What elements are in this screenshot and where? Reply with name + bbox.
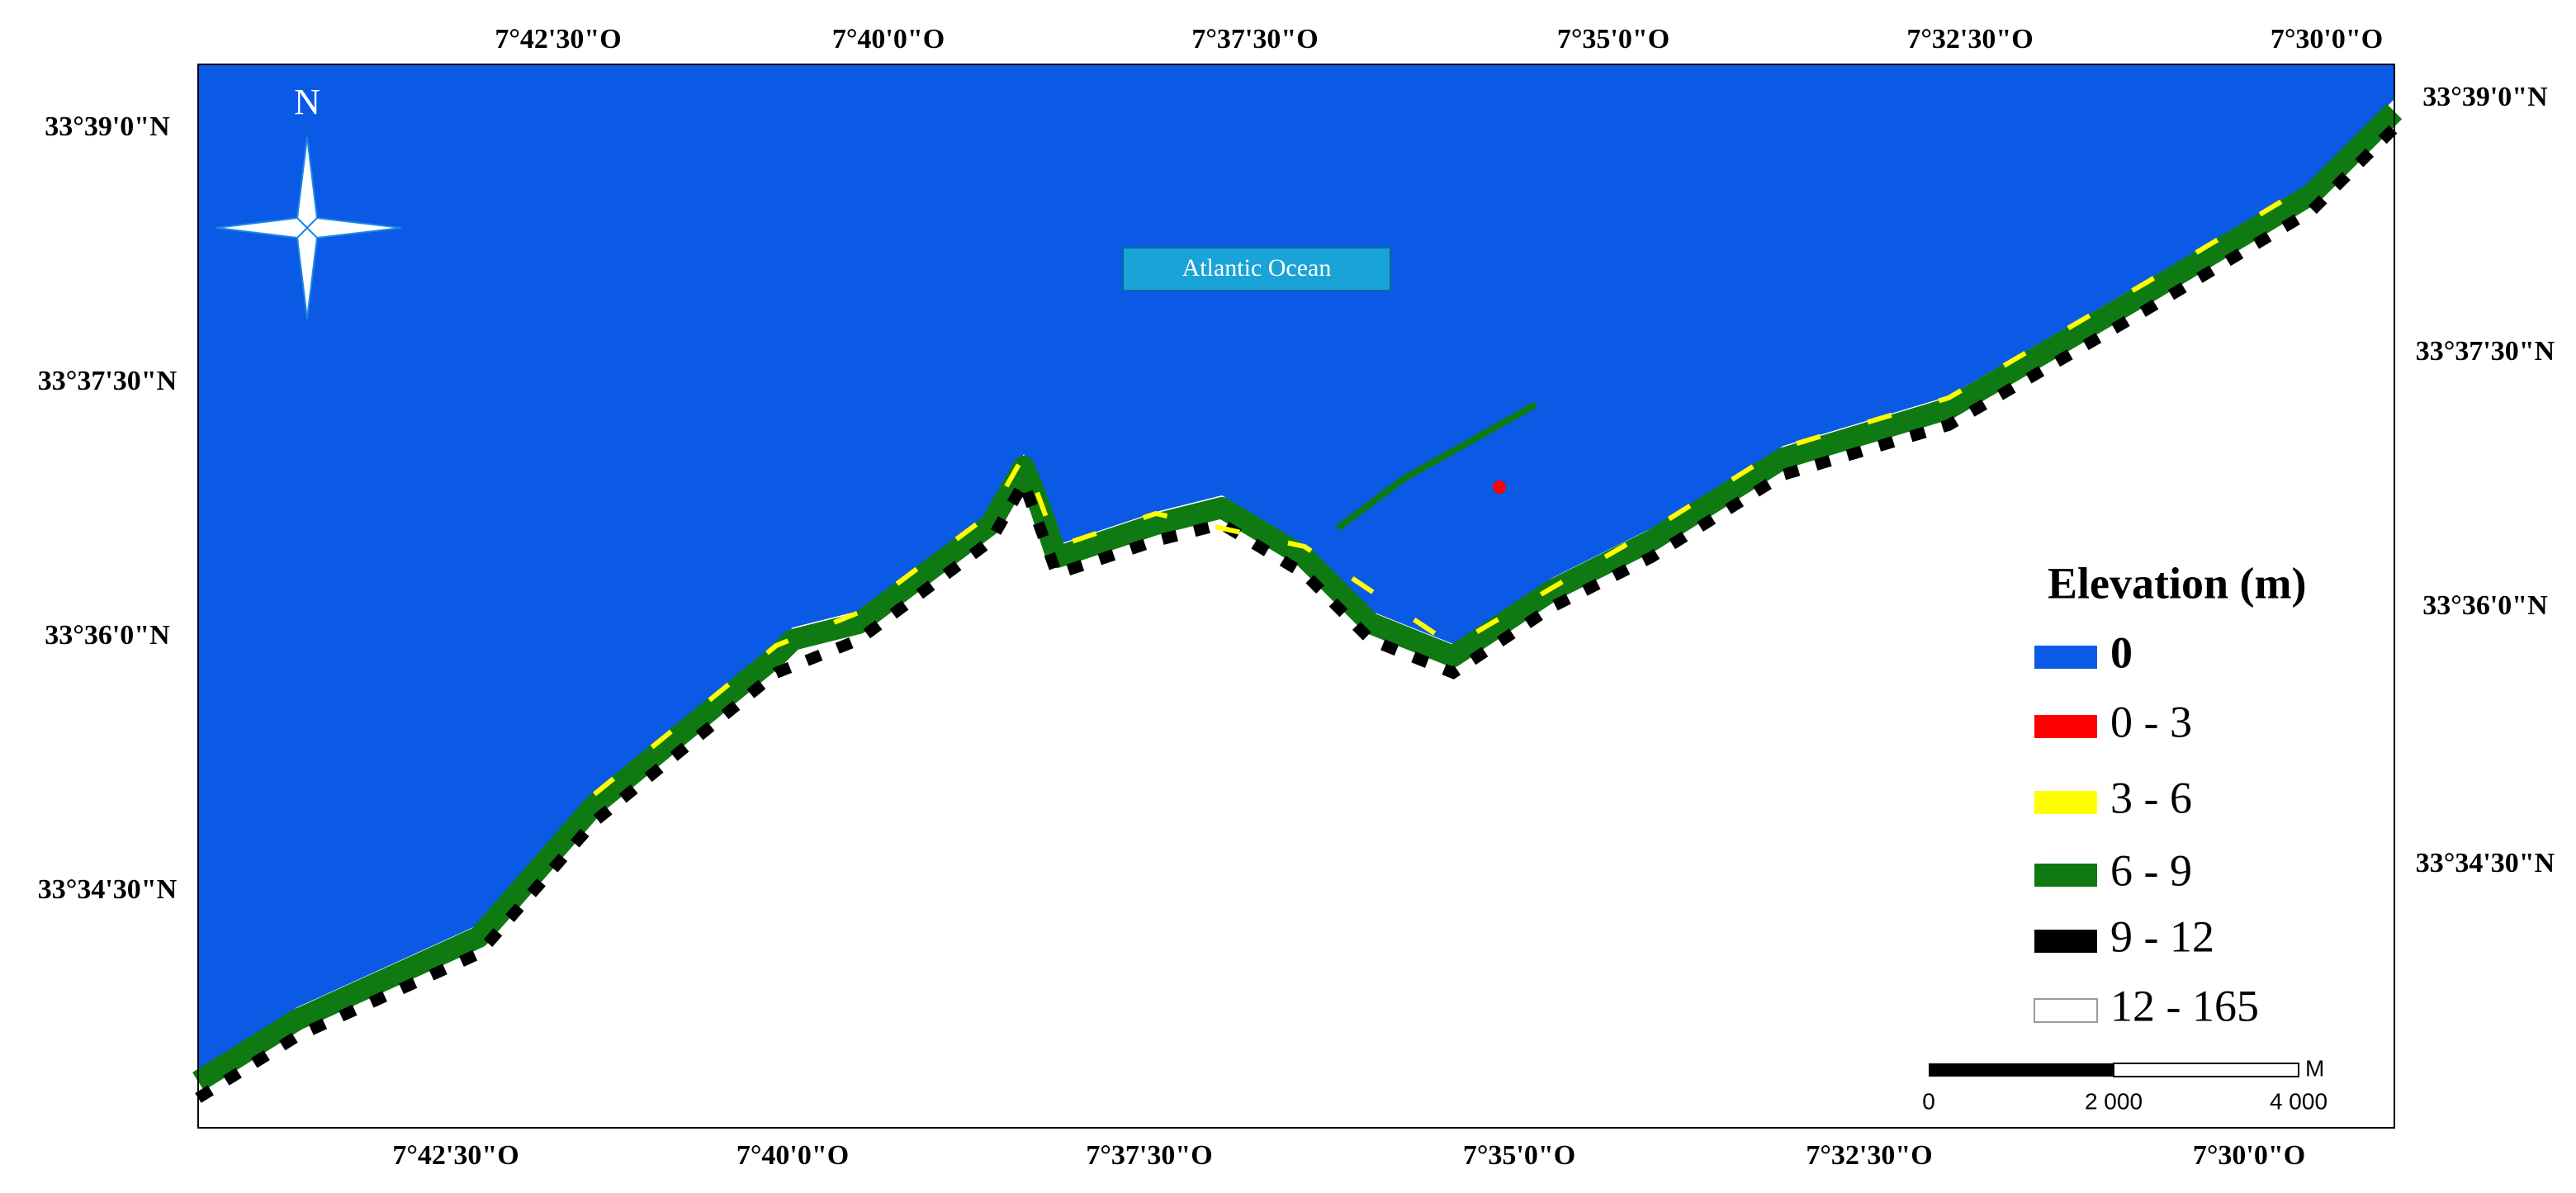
coastal-high (195, 124, 2398, 1103)
jetty (1335, 401, 1537, 532)
red-patch (1493, 481, 1506, 494)
latitude-label: 33°39'0"N (2422, 82, 2548, 112)
legend-swatch (2034, 646, 2097, 669)
legend-label: 0 (2110, 627, 2133, 677)
longitude-label: 7°30'0"O (2193, 1140, 2305, 1171)
scale-bar-white (2113, 1063, 2299, 1077)
longitude-label: 7°35'0"O (1557, 24, 1669, 54)
longitude-label: 7°40'0"O (736, 1140, 849, 1171)
scale-label: 0 (1922, 1088, 1935, 1114)
longitude-label: 7°32'30"O (1906, 24, 2033, 54)
legend-label: 3 - 6 (2110, 773, 2192, 822)
ocean-label: Atlantic Ocean (1182, 254, 1332, 282)
legend-label: 6 - 9 (2110, 845, 2192, 895)
map-frame (197, 64, 2395, 1129)
scale-unit: M (2305, 1055, 2324, 1081)
longitude-label: 7°40'0"O (832, 24, 945, 54)
scale-label: 4 000 (2270, 1088, 2327, 1114)
latitude-label: 33°37'30"N (2416, 336, 2555, 367)
ocean-label-box (1122, 247, 1391, 291)
latitude-label: 33°36'0"N (45, 620, 170, 651)
coastal-vegetation (192, 103, 2403, 1091)
legend-swatch (2034, 864, 2097, 887)
latitude-label: 33°39'0"N (45, 111, 170, 142)
legend-swatch (2034, 930, 2097, 953)
longitude-label: 7°42'30"O (495, 24, 621, 54)
scale-bar-black (1929, 1063, 2114, 1077)
legend-swatch (2034, 791, 2097, 814)
land (198, 99, 2394, 1128)
latitude-label: 33°36'0"N (2422, 590, 2548, 621)
coastal-low (593, 181, 2313, 797)
latitude-label: 33°37'30"N (38, 366, 178, 396)
legend-label: 9 - 12 (2110, 911, 2214, 961)
longitude-label: 7°32'30"O (1806, 1140, 1932, 1171)
longitude-label: 7°30'0"O (2271, 24, 2383, 54)
latitude-label: 33°34'30"N (38, 874, 178, 905)
compass (215, 136, 402, 320)
scale-label: 2 000 (2085, 1088, 2143, 1114)
latitude-label: 33°34'30"N (2416, 848, 2555, 878)
legend-swatch (2034, 998, 2098, 1023)
north-label: N (294, 82, 320, 122)
longitude-label: 7°35'0"O (1463, 1140, 1575, 1171)
legend-label: 12 - 165 (2110, 981, 2259, 1030)
longitude-label: 7°37'30"O (1191, 24, 1318, 54)
longitude-label: 7°37'30"O (1086, 1140, 1212, 1171)
legend-title: Elevation (m) (2048, 558, 2306, 608)
longitude-label: 7°42'30"O (392, 1140, 519, 1171)
legend-swatch (2034, 715, 2097, 738)
legend-label: 0 - 3 (2110, 697, 2192, 746)
